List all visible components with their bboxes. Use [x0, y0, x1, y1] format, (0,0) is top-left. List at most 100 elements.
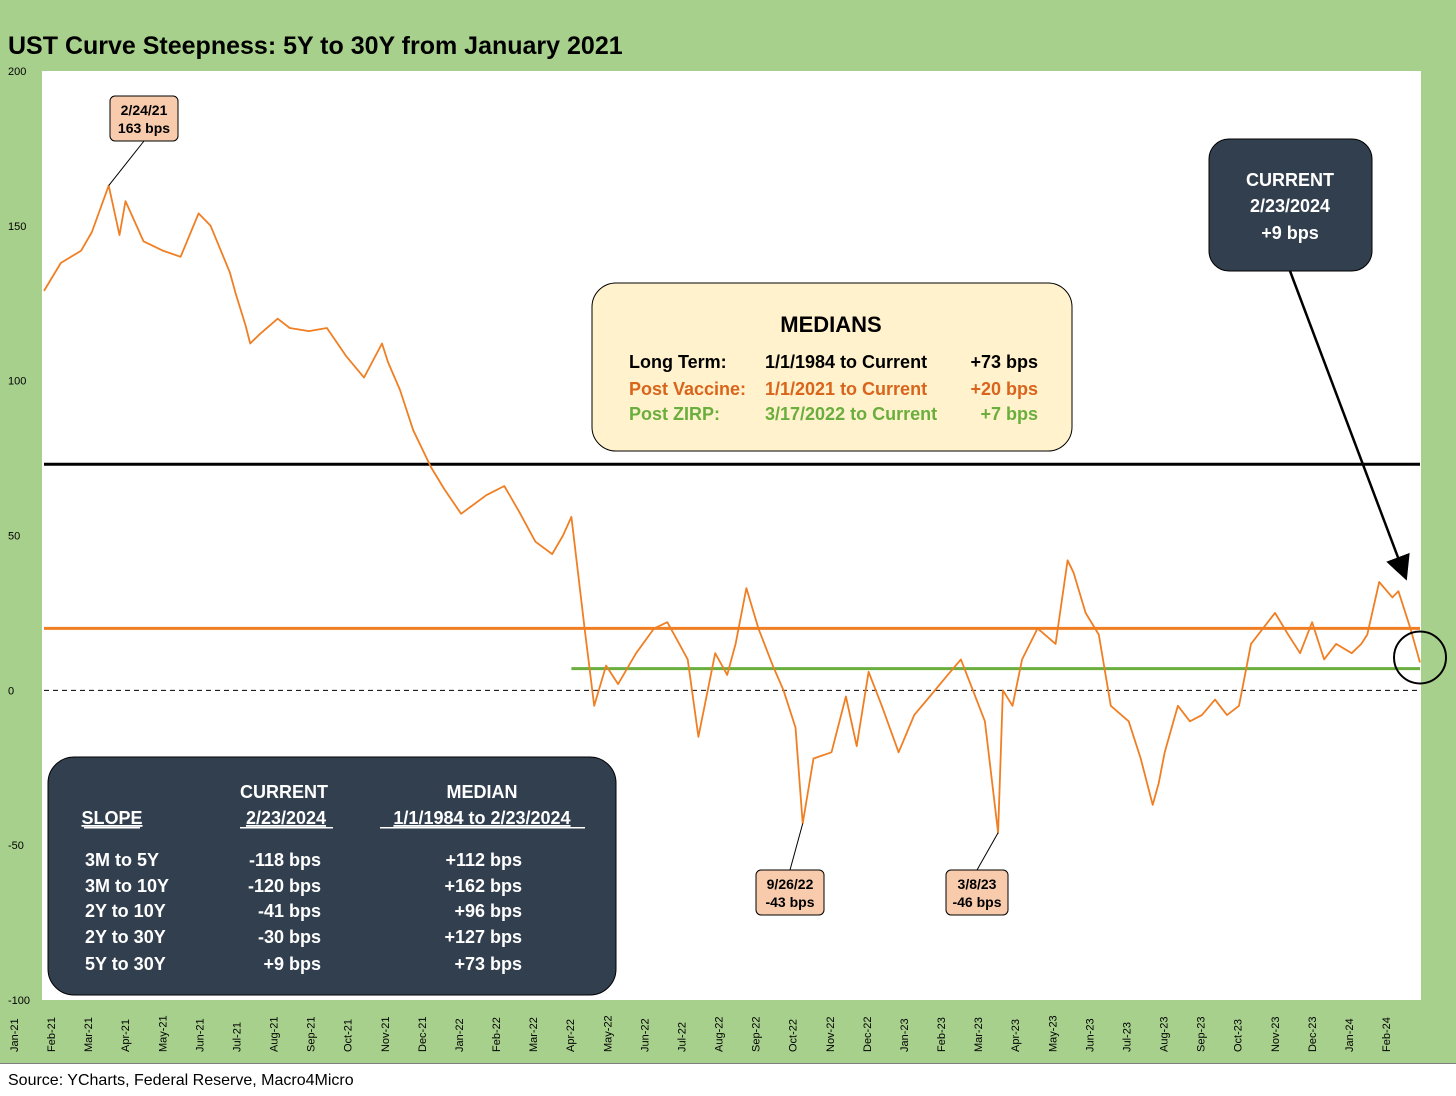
- slope-header-period: 1/1/1984 to 2/23/2024: [393, 808, 570, 828]
- y-axis: 200 150 100 50 0 -50 -100: [8, 66, 30, 1007]
- median-row-2-label: Post ZIRP:: [629, 404, 720, 424]
- slope-row-current: -41 bps: [258, 901, 321, 921]
- x-tick-label: Feb-23: [936, 1017, 948, 1052]
- x-tick-label: May-21: [157, 1015, 169, 1052]
- median-row-2-period: 3/17/2022 to Current: [765, 404, 937, 424]
- x-tick-label: Sep-22: [751, 1017, 763, 1052]
- slope-row-median: +162 bps: [444, 876, 522, 896]
- slope-row-label: 5Y to 30Y: [85, 954, 166, 974]
- slope-row-median: +112 bps: [445, 850, 522, 870]
- x-tick-label: Feb-22: [491, 1017, 503, 1052]
- slope-row-median: +127 bps: [444, 927, 522, 947]
- medians-box-bg: [591, 282, 1073, 452]
- y-tick-label: 150: [8, 221, 26, 233]
- x-tick-label: Aug-22: [714, 1017, 726, 1052]
- period-underline: [380, 827, 585, 829]
- callout-box: [945, 869, 1009, 916]
- x-tick-label: Apr-22: [565, 1019, 577, 1052]
- x-tick-label: Oct-23: [1233, 1019, 1245, 1052]
- current-box: CURRENT 2/23/2024 +9 bps: [1208, 138, 1373, 272]
- callout-date: 2/24/21: [121, 102, 168, 118]
- x-tick-label: Jan-22: [454, 1018, 466, 1052]
- x-tick-label: Jan-24: [1344, 1018, 1356, 1052]
- slope-underline: [84, 827, 140, 829]
- x-tick-label: Apr-21: [120, 1019, 132, 1052]
- x-tick-label: Dec-23: [1307, 1017, 1319, 1052]
- medians-box: MEDIANS Long Term: 1/1/1984 to Current +…: [591, 282, 1073, 452]
- x-tick-label: Mar-22: [528, 1017, 540, 1052]
- callout-date: 3/8/23: [958, 876, 997, 892]
- slope-row-median: +96 bps: [454, 901, 522, 921]
- slope-rows: 3M to 5Y -118 bps +112 bps 3M to 10Y -120 bp…: [85, 850, 522, 974]
- slope-row-current: +9 bps: [263, 954, 321, 974]
- date-underline: [240, 827, 333, 829]
- x-tick-label: Jan-23: [899, 1018, 911, 1052]
- source-strip: [0, 1063, 1456, 1096]
- median-row-1-label: Post Vaccine:: [629, 379, 746, 399]
- median-row-2-value: +7 bps: [980, 404, 1038, 424]
- callout-date: 9/26/22: [767, 876, 814, 892]
- x-tick-label: Dec-21: [417, 1017, 429, 1052]
- x-tick-label: Aug-21: [269, 1017, 281, 1052]
- current-circle: [1393, 630, 1447, 685]
- current-label: CURRENT: [1246, 170, 1334, 190]
- callout-leader: [108, 140, 145, 186]
- x-tick-label: May-22: [602, 1015, 614, 1052]
- medians-title: MEDIANS: [780, 312, 881, 337]
- median-row-1-value: +20 bps: [970, 379, 1038, 399]
- x-tick-label: Jul-22: [676, 1022, 688, 1052]
- slope-row-label: 3M to 5Y: [85, 850, 159, 870]
- slope-row-label: 2Y to 10Y: [85, 901, 166, 921]
- x-tick-label: Aug-23: [1159, 1017, 1171, 1052]
- x-tick-label: Mar-21: [83, 1017, 95, 1052]
- median-row-0-value: +73 bps: [970, 352, 1038, 372]
- x-tick-label: Oct-22: [788, 1019, 800, 1052]
- slope-table-bg: [47, 756, 617, 996]
- x-tick-label: Sep-23: [1196, 1017, 1208, 1052]
- slope-table: CURRENT MEDIAN SLOPE 2/23/2024 1/1/1984 …: [47, 756, 617, 996]
- x-tick-label: Mar-23: [973, 1017, 985, 1052]
- x-tick-label: Nov-22: [825, 1017, 837, 1052]
- series-line: [43, 184, 1421, 834]
- slope-header-current: CURRENT: [240, 782, 328, 802]
- y-tick-label: 0: [8, 685, 14, 697]
- median-row-0-period: 1/1/1984 to Current: [765, 352, 927, 372]
- source-note: Source: YCharts, Federal Reserve, Macro4…: [8, 1072, 354, 1089]
- slope-row-label: 2Y to 30Y: [85, 927, 166, 947]
- slope-row-median: +73 bps: [454, 954, 522, 974]
- x-tick-label: Nov-23: [1270, 1017, 1282, 1052]
- y-tick-label: -100: [8, 995, 30, 1007]
- callout-leader: [789, 823, 804, 871]
- x-tick-label: Nov-21: [380, 1017, 392, 1052]
- y-tick-label: 100: [8, 376, 26, 388]
- series-layer: [43, 184, 1421, 834]
- x-tick-label: Jan-21: [9, 1018, 21, 1052]
- slope-row-current: -30 bps: [258, 927, 321, 947]
- slope-header-date: 2/23/2024: [246, 808, 326, 828]
- x-tick-label: Dec-22: [862, 1017, 874, 1052]
- x-axis: Jan-21 Feb-21 Mar-21 Apr-21 May-21 Jun-21 Jul-…: [9, 1015, 1393, 1052]
- x-tick-label: Jun-23: [1084, 1018, 1096, 1052]
- y-tick-label: 50: [8, 531, 20, 543]
- callout-value: -46 bps: [952, 894, 1001, 910]
- slope-row-label: 3M to 10Y: [85, 876, 169, 896]
- x-tick-label: Feb-21: [46, 1017, 58, 1052]
- current-value: +9 bps: [1261, 223, 1319, 243]
- x-tick-label: Oct-21: [343, 1019, 355, 1052]
- current-date: 2/23/2024: [1250, 196, 1330, 216]
- slope-row-current: -120 bps: [248, 876, 321, 896]
- median-row-0-label: Long Term:: [629, 352, 727, 372]
- x-tick-label: Apr-23: [1010, 1019, 1022, 1052]
- x-tick-label: Jul-23: [1121, 1022, 1133, 1052]
- slope-row-current: -118 bps: [249, 850, 321, 870]
- slope-header-median: MEDIAN: [447, 782, 518, 802]
- x-tick-label: Sep-21: [306, 1017, 318, 1052]
- x-tick-label: Feb-24: [1381, 1017, 1393, 1052]
- callout-value: 163 bps: [118, 120, 170, 136]
- callout-box: [109, 95, 179, 142]
- y-tick-label: -50: [8, 840, 24, 852]
- chart-title: UST Curve Steepness: 5Y to 30Y from Janu…: [8, 32, 623, 60]
- x-tick-label: Jun-21: [194, 1018, 206, 1052]
